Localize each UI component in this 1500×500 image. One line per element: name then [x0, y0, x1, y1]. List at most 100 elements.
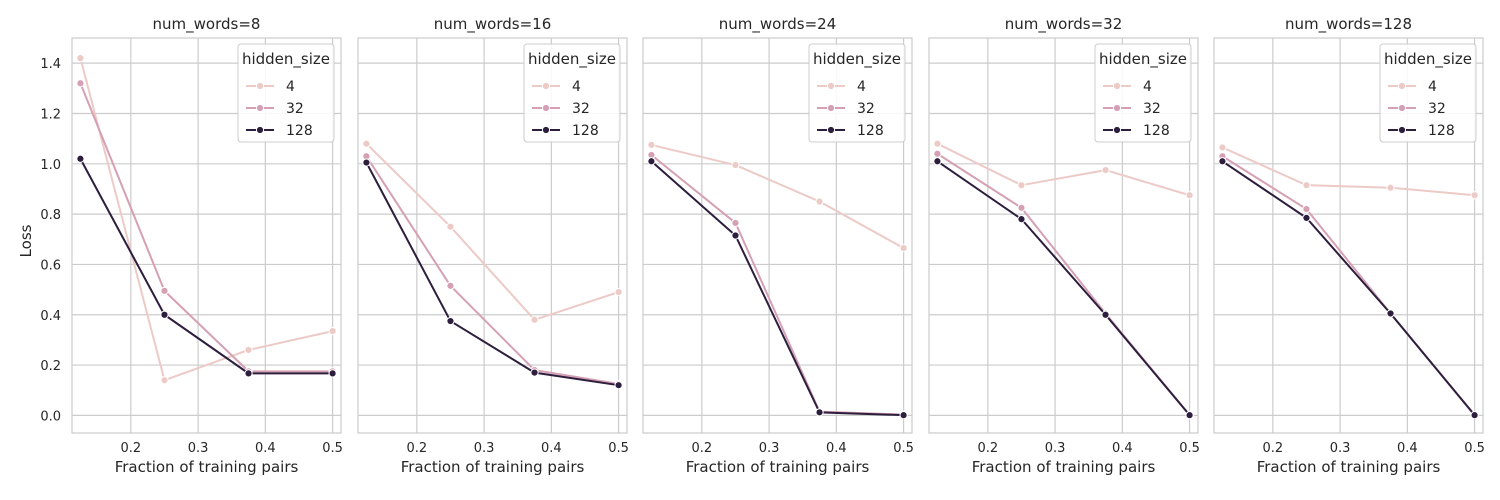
legend: hidden_size 4 32 128	[1379, 43, 1477, 143]
data-point-hidden-size-4	[899, 243, 908, 253]
x-tick-label: 0.3	[1045, 441, 1066, 456]
data-point-hidden-size-32	[446, 281, 455, 290]
y-tick-label: 1.0	[40, 158, 61, 173]
series-line-hidden-size-128	[1221, 160, 1476, 416]
data-point-hidden-size-32	[933, 149, 942, 158]
data-point-hidden-size-128	[1386, 309, 1395, 318]
legend-entry-label: 32	[1428, 101, 1446, 117]
legend-entry-label: 4	[1428, 79, 1437, 95]
panel-frame	[642, 37, 913, 434]
y-axis-label: Loss	[17, 224, 35, 257]
legend-entry-label: 4	[572, 79, 581, 95]
series-line-hidden-size-4	[936, 142, 1190, 197]
data-point-hidden-size-4	[446, 222, 455, 231]
legend-entry-label: 32	[857, 101, 875, 117]
legend-frame	[523, 43, 621, 143]
data-point-hidden-size-128	[530, 368, 539, 377]
legend-marker-hidden-size-128	[1112, 125, 1122, 135]
data-point-hidden-size-32	[76, 79, 85, 88]
x-tick-label: 0.5	[893, 441, 914, 456]
legend-frame	[237, 43, 335, 143]
legend-marker-hidden-size-4	[255, 81, 265, 91]
data-point-hidden-size-32	[731, 218, 740, 228]
x-tick-label: 0.5	[1179, 441, 1200, 456]
x-tick-label: 0.2	[692, 441, 713, 456]
x-tick-label: 0.3	[759, 441, 780, 456]
legend-marker-hidden-size-128	[541, 125, 551, 135]
legend-entry-label: 4	[1143, 79, 1152, 95]
panel-frame	[928, 37, 1199, 434]
series-line-hidden-size-128	[365, 162, 619, 387]
legend-marker-hidden-size-4	[1397, 81, 1407, 91]
data-point-hidden-size-4	[244, 345, 253, 355]
data-point-hidden-size-4	[1218, 143, 1227, 152]
legend-marker-hidden-size-128	[1397, 125, 1407, 135]
panel-frame	[71, 37, 342, 434]
chart-panels: 0.2 0.3 0.4 0.5 0.0 0.2 0.4 0.6 0.8 1.0 1.2 1.4 num_…	[40, 15, 1485, 476]
x-tick-label: 0.2	[978, 441, 999, 456]
series-line-hidden-size-4	[1221, 146, 1475, 197]
data-point-hidden-size-4	[76, 54, 85, 63]
data-point-hidden-size-32	[1017, 203, 1026, 212]
data-point-hidden-size-128	[815, 408, 824, 417]
legend-marker-hidden-size-32	[255, 103, 265, 113]
x-tick-label: 0.4	[255, 441, 276, 456]
legend-marker-hidden-size-32	[541, 103, 551, 113]
data-point-hidden-size-128	[1185, 411, 1194, 420]
data-point-hidden-size-4	[1470, 191, 1479, 200]
legend-title: hidden_size	[242, 50, 330, 69]
legend-entry-label: 4	[286, 79, 295, 95]
series-line-hidden-size-128	[936, 160, 1191, 416]
legend-marker-hidden-size-32	[1397, 103, 1407, 113]
legend-title: hidden_size	[528, 50, 616, 69]
data-point-hidden-size-4	[328, 327, 337, 336]
legend-marker-hidden-size-128	[826, 125, 836, 135]
legend-entry-label: 32	[286, 101, 304, 117]
data-point-hidden-size-4	[614, 288, 623, 297]
panel-frame	[357, 37, 628, 434]
data-point-hidden-size-4	[933, 139, 942, 148]
x-tick-label: 0.3	[188, 441, 209, 456]
legend-entry-label: 128	[857, 123, 884, 139]
data-point-hidden-size-128	[362, 158, 371, 167]
data-point-hidden-size-4	[1386, 183, 1395, 192]
series-line-hidden-size-4	[651, 143, 905, 249]
data-point-hidden-size-32	[1302, 204, 1311, 214]
x-tick-label: 0.5	[608, 441, 629, 456]
x-tick-label: 0.3	[474, 441, 495, 456]
series-line-hidden-size-4	[79, 57, 333, 382]
legend-title: hidden_size	[813, 50, 901, 69]
x-tick-label: 0.4	[541, 441, 562, 456]
x-tick-label: 0.4	[1397, 441, 1418, 456]
y-tick-label: 0.0	[40, 409, 61, 424]
series-line-hidden-size-32	[79, 82, 333, 373]
x-axis-label: Fraction of training pairs	[401, 458, 585, 476]
x-tick-label: 0.4	[1112, 441, 1133, 456]
x-axis-label: Fraction of training pairs	[686, 458, 870, 476]
x-axis-label: Fraction of training pairs	[1257, 458, 1441, 476]
data-point-hidden-size-128	[899, 411, 908, 420]
data-point-hidden-size-128	[614, 381, 623, 390]
data-point-hidden-size-128	[328, 369, 337, 378]
legend-frame	[1379, 43, 1477, 143]
x-tick-label: 0.2	[121, 441, 142, 456]
legend-marker-hidden-size-32	[1112, 103, 1122, 113]
data-point-hidden-size-128	[647, 157, 656, 166]
y-tick-label: 1.4	[40, 57, 61, 72]
data-point-hidden-size-4	[1185, 191, 1194, 200]
legend-marker-hidden-size-4	[541, 81, 551, 91]
legend-marker-hidden-size-32	[826, 103, 836, 113]
data-point-hidden-size-4	[530, 315, 539, 324]
panel-title: num_words=8	[153, 15, 261, 34]
legend-entry-label: 128	[1428, 123, 1455, 139]
data-point-hidden-size-128	[1302, 213, 1311, 222]
panel-3: 0.2 0.3 0.4 0.5 num_words=24 Fraction of trai…	[642, 15, 914, 476]
data-point-hidden-size-128	[1470, 411, 1479, 420]
series-line-hidden-size-4	[365, 142, 619, 321]
panel-5: 0.2 0.3 0.4 0.5 num_words=128 Fraction of tra…	[1213, 15, 1485, 476]
panel-4: 0.2 0.3 0.4 0.5 num_words=32 Fraction of trai…	[928, 15, 1200, 476]
series-line-hidden-size-128	[79, 158, 333, 375]
legend-entry-label: 4	[857, 79, 866, 95]
panel-2: 0.2 0.3 0.4 0.5 num_words=16 Fraction of trai…	[357, 15, 629, 476]
data-point-hidden-size-4	[1101, 165, 1110, 175]
